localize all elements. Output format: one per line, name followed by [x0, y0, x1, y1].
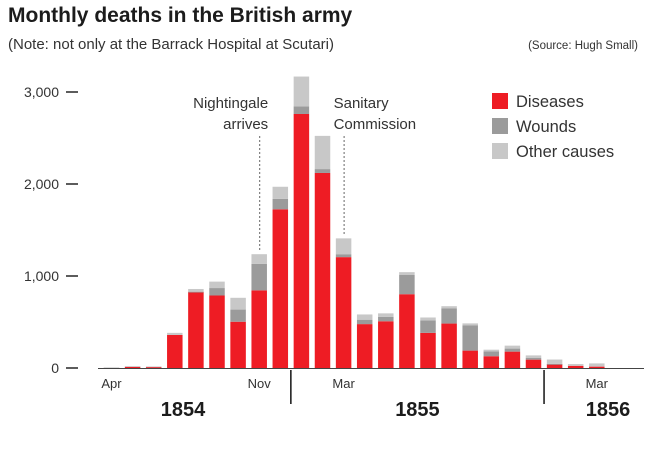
chart-source: (Source: Hugh Small) [528, 40, 638, 52]
annotation-text: Commission [334, 116, 417, 133]
year-label: 1856 [586, 399, 631, 421]
chart-title: Monthly deaths in the British army [8, 4, 353, 27]
bar-diseases [399, 294, 415, 368]
bar-diseases [188, 291, 204, 368]
bar-other-causes [145, 366, 162, 368]
bar-diseases [314, 172, 331, 368]
bar-other-causes [188, 288, 204, 292]
bar-diseases [356, 324, 373, 368]
bar-wounds [293, 106, 310, 114]
bar-diseases [293, 113, 310, 368]
bar-diseases [251, 290, 267, 368]
bar-other-causes [272, 186, 289, 199]
bar-other-causes [504, 345, 521, 349]
bar-other-causes [567, 364, 584, 366]
bar-diseases [335, 257, 352, 368]
bar-wounds [504, 348, 521, 352]
y-tick-label: 3,000 [24, 84, 59, 100]
bar-other-causes [546, 359, 563, 364]
annotation-text: arrives [223, 116, 268, 133]
bar-other-causes [167, 332, 183, 335]
bar-wounds [335, 254, 352, 258]
bar-wounds [420, 320, 436, 333]
bar-other-causes [441, 306, 457, 309]
bar-wounds [462, 325, 478, 351]
bar-wounds [546, 363, 563, 365]
bar-wounds [399, 274, 415, 295]
bar-wounds [356, 319, 373, 325]
x-tick-label: Mar [332, 376, 355, 391]
legend-swatch [492, 143, 508, 159]
bar-diseases [209, 295, 225, 368]
bar-other-causes [356, 314, 373, 320]
bar-other-causes [589, 363, 605, 367]
bar-diseases [124, 366, 141, 368]
bar-wounds [272, 198, 289, 210]
bar-diseases [145, 366, 162, 368]
bar-diseases [546, 364, 563, 368]
bar-wounds [525, 357, 542, 360]
bar-wounds [483, 351, 500, 357]
year-label: 1854 [161, 399, 206, 421]
legend-label: Diseases [516, 93, 584, 111]
bar-wounds [441, 308, 457, 324]
bar-wounds [378, 316, 394, 322]
year-label: 1855 [395, 399, 440, 421]
legend-swatch [492, 93, 508, 109]
bar-wounds [188, 291, 204, 293]
bar-other-causes [103, 367, 120, 369]
bar-other-causes [420, 317, 436, 321]
y-tick-label: 1,000 [24, 268, 59, 284]
bar-diseases [462, 350, 478, 368]
bar-other-causes [230, 297, 246, 310]
bar-other-causes [314, 135, 331, 170]
bar-diseases [567, 365, 584, 368]
bar-diseases [483, 356, 500, 368]
chart-subtitle: (Note: not only at the Barrack Hospital … [8, 36, 334, 53]
annotation-text: Sanitary [334, 95, 390, 112]
x-tick-label: Apr [101, 376, 122, 391]
bar-diseases [525, 359, 542, 368]
legend-label: Wounds [516, 118, 576, 136]
y-tick-label: 2,000 [24, 176, 59, 192]
bar-wounds [314, 169, 331, 173]
bar-other-causes [335, 238, 352, 255]
bar-other-causes [483, 349, 500, 352]
y-tick-label: 0 [51, 360, 59, 376]
bar-other-causes [399, 272, 415, 275]
bar-wounds [230, 309, 246, 322]
bar-wounds [251, 263, 267, 291]
bar-other-causes [209, 281, 225, 289]
bar-diseases [589, 366, 605, 368]
bar-other-causes [293, 76, 310, 107]
bar-diseases [272, 209, 289, 368]
bar-other-causes [378, 313, 394, 317]
bar-other-causes [462, 323, 478, 326]
bar-other-causes [525, 355, 542, 358]
annotation-text: Nightingale [193, 95, 268, 112]
bar-other-causes [124, 366, 141, 367]
x-tick-label: Nov [248, 376, 272, 391]
x-tick-label: Mar [586, 376, 609, 391]
bar-diseases [230, 321, 246, 368]
bar-diseases [167, 334, 183, 368]
bar-diseases [504, 351, 521, 368]
bar-diseases [378, 321, 394, 368]
bar-other-causes [251, 254, 267, 264]
bar-wounds [209, 288, 225, 296]
bar-diseases [441, 323, 457, 368]
legend-label: Other causes [516, 143, 614, 161]
bar-diseases [420, 332, 436, 368]
legend-swatch [492, 118, 508, 134]
